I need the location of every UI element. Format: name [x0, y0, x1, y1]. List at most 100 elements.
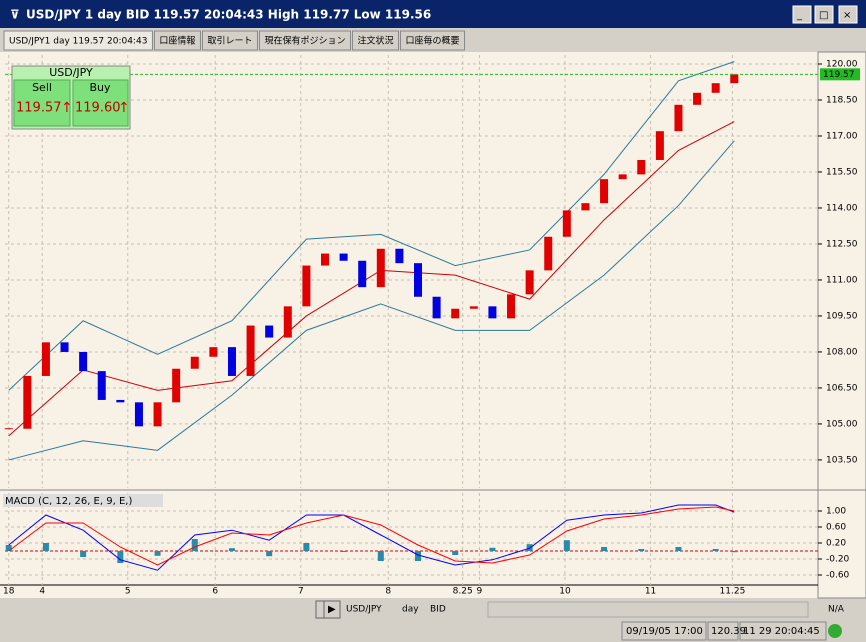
- candle: [153, 402, 162, 427]
- y-tick-label: 115.50: [826, 167, 858, 177]
- histogram-bar: [303, 543, 310, 551]
- candle: [302, 265, 311, 307]
- candle: [488, 306, 497, 319]
- sell-button[interactable]: [13, 79, 71, 127]
- maximize-button[interactable]: [814, 5, 834, 24]
- candle: [562, 210, 571, 237]
- mode-select[interactable]: N/A: [828, 605, 845, 615]
- y-tick-label: 118.50: [826, 95, 858, 105]
- candle: [600, 179, 609, 204]
- scroll-right[interactable]: [323, 600, 341, 619]
- candle: [320, 253, 329, 266]
- candle: [246, 325, 255, 376]
- y-tick-label: 0.60: [826, 523, 846, 533]
- status-bar: [0, 621, 866, 642]
- histogram-bar: [601, 547, 608, 551]
- x-tick-label: 9: [477, 587, 483, 597]
- tool-strip[interactable]: [487, 601, 809, 618]
- status-cell: [707, 621, 739, 641]
- candle: [469, 306, 478, 309]
- indicator-line: [8, 504, 735, 571]
- axis-area: [817, 51, 866, 599]
- y-tick-label: -0.20: [826, 555, 850, 565]
- histogram-bar: [415, 551, 422, 561]
- macd-title: MACD (C, 12, 26, E, 9, E,): [5, 496, 132, 507]
- indicator-line: [8, 61, 735, 391]
- histogram-bar: [117, 551, 124, 563]
- candle: [41, 342, 50, 376]
- candle: [544, 236, 553, 271]
- y-tick-label: 0.20: [826, 539, 846, 549]
- x-tick-label: 10: [559, 587, 571, 597]
- period-select[interactable]: day: [402, 605, 419, 615]
- last-price-box: [820, 68, 860, 81]
- tab[interactable]: [3, 30, 153, 51]
- histogram-bar: [80, 551, 87, 557]
- symbol-select[interactable]: USD/JPY: [346, 605, 382, 615]
- tab[interactable]: [351, 30, 399, 51]
- tab[interactable]: [201, 30, 258, 51]
- candle: [358, 260, 367, 288]
- histogram-bar: [489, 547, 496, 551]
- indicator-line: [8, 506, 735, 566]
- candle: [23, 375, 32, 429]
- status-cell: [739, 621, 827, 641]
- candle: [227, 347, 236, 376]
- tab[interactable]: [399, 30, 465, 51]
- tab[interactable]: [153, 30, 201, 51]
- close-button[interactable]: [838, 5, 858, 24]
- candle: [339, 253, 348, 261]
- histogram-bar: [228, 548, 235, 551]
- y-tick-label: 114.00: [826, 203, 858, 213]
- x-tick-label: 6: [212, 587, 218, 597]
- x-tick-label: 8.25: [453, 587, 473, 597]
- max-glyph: □: [819, 10, 828, 21]
- y-tick-label: 111.00: [826, 275, 858, 285]
- toolbar: [0, 600, 866, 620]
- minimize-button[interactable]: [792, 5, 812, 24]
- macd-chart: 1.00 0.60 0.20 -0.20 -0.60: [5, 493, 850, 585]
- x-tick-label: 5: [125, 587, 131, 597]
- histogram-bar: [563, 540, 570, 551]
- tab[interactable]: [258, 30, 351, 51]
- candle: [79, 351, 88, 372]
- y-tick-label: 103.50: [826, 455, 858, 465]
- candle: [97, 371, 106, 400]
- candle: [674, 104, 683, 132]
- candle: [116, 399, 125, 403]
- candle: [414, 263, 423, 297]
- indicator-line: [8, 140, 735, 461]
- candle: [637, 159, 646, 175]
- y-tick-label: 120.00: [826, 59, 858, 69]
- x-tick-label: 8: [385, 587, 391, 597]
- candle: [693, 92, 702, 105]
- last-price-label: 119.57: [823, 70, 855, 80]
- candle: [432, 296, 441, 319]
- histogram-bar: [5, 545, 12, 551]
- tab-bar: USD/JPY1 day 119.57 20:04:43 口座情報 取引レート 現在保…: [3, 30, 465, 51]
- histogram-bar: [712, 549, 719, 551]
- sell-arrow: ↑: [61, 100, 73, 116]
- window-title: USD/JPY 1 day BID 119.57 20:04:43 High 1…: [26, 8, 431, 22]
- buy-label: Buy: [89, 81, 111, 94]
- histogram-bar: [377, 551, 384, 561]
- y-tick-label: 112.50: [826, 239, 858, 249]
- buy-arrow: ↑: [118, 100, 130, 116]
- side-select[interactable]: BID: [430, 605, 446, 615]
- status-light: [828, 624, 842, 638]
- candle: [655, 131, 664, 160]
- y-tick-label: 1.00: [826, 507, 846, 517]
- status-clock: 11 29 20:04:45: [743, 626, 820, 637]
- tool-icons: [487, 601, 809, 618]
- candle: [395, 248, 404, 264]
- quote-panel[interactable]: USD/JPY Sell Buy 119.57 ↑ 119.60 ↑: [11, 65, 131, 130]
- candle: [711, 83, 720, 93]
- tab-label: 口座情報: [159, 35, 195, 47]
- tab-label: 口座毎の概要: [405, 35, 459, 47]
- y-tick-label: 117.00: [826, 131, 858, 141]
- sell-price: 119.57: [16, 101, 62, 116]
- buy-button[interactable]: [72, 79, 129, 127]
- status-price: 120.39: [711, 626, 746, 637]
- candle: [60, 342, 69, 352]
